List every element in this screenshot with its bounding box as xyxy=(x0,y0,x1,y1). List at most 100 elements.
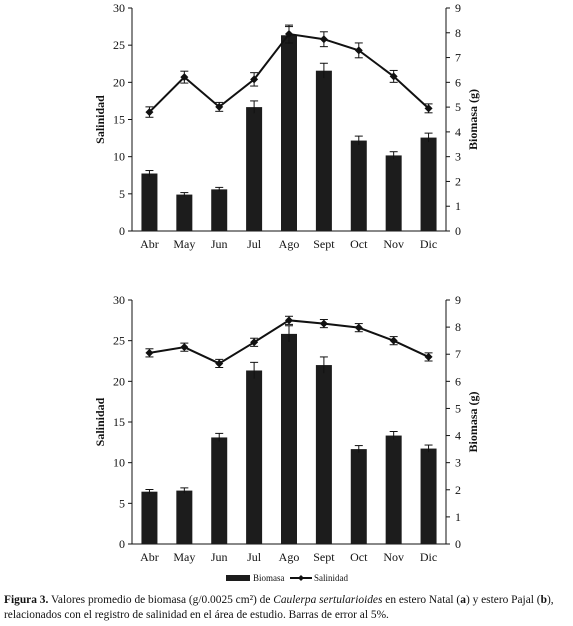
left-tick-label: 30 xyxy=(113,293,125,307)
right-tick-label: 8 xyxy=(455,26,461,40)
right-tick-label: 5 xyxy=(455,401,461,415)
left-tick-label: 25 xyxy=(113,38,125,52)
salinidad-marker xyxy=(424,104,433,113)
right-tick-label: 4 xyxy=(455,429,461,443)
caption-text-1: Valores promedio de biomasa (g/0.0025 cm… xyxy=(48,594,274,606)
x-tick-label: Oct xyxy=(350,550,368,564)
biomasa-bar xyxy=(211,437,228,544)
biomasa-bar xyxy=(141,173,158,231)
right-tick-label: 0 xyxy=(455,537,461,551)
biomasa-bar xyxy=(176,490,193,544)
right-tick-label: 7 xyxy=(455,347,461,361)
caption-panel-a: a xyxy=(460,594,466,606)
right-tick-label: 3 xyxy=(455,150,461,164)
biomasa-bar xyxy=(385,155,402,231)
biomasa-bar xyxy=(385,435,402,544)
left-tick-label: 20 xyxy=(113,374,125,388)
biomasa-bar xyxy=(141,491,158,544)
x-tick-label: Nov xyxy=(383,237,404,251)
legend-biomasa-label: Biomasa xyxy=(253,573,285,583)
legend-salinidad-label: Salinidad xyxy=(314,573,348,583)
x-tick-label: Ago xyxy=(279,550,300,564)
right-tick-label: 1 xyxy=(455,199,461,213)
caption-text-2: en estero Natal ( xyxy=(382,594,461,606)
x-tick-label: Abr xyxy=(140,237,159,251)
salinidad-marker xyxy=(250,338,259,347)
right-tick-label: 5 xyxy=(455,100,461,114)
right-tick-label: 6 xyxy=(455,75,461,89)
right-tick-label: 8 xyxy=(455,320,461,334)
x-tick-label: Ago xyxy=(279,237,300,251)
salinidad-marker xyxy=(250,75,259,84)
chart-panel-b: 0 5 10 15 20 25 30 0 1 2 3 4 5 6 7 8 9 Abr May Jun Jul Ago Sep… xyxy=(93,293,480,583)
biomasa-bar xyxy=(315,70,332,231)
x-tick-label: Abr xyxy=(140,550,159,564)
left-tick-label: 5 xyxy=(119,187,125,201)
x-tick-label: Jun xyxy=(211,550,228,564)
salinidad-marker xyxy=(389,72,398,81)
y2-axis-title: Biomasa (g) xyxy=(466,392,480,453)
right-tick-label: 2 xyxy=(455,174,461,188)
x-tick-label: Nov xyxy=(383,550,404,564)
x-tick-label: Dic xyxy=(420,237,437,251)
biomasa-bar xyxy=(281,333,297,544)
right-tick-label: 0 xyxy=(455,224,461,238)
left-tick-label: 0 xyxy=(119,224,125,238)
y-axis-title: Salinidad xyxy=(93,95,107,144)
x-tick-label: May xyxy=(173,237,195,251)
y2-axis-title: Biomasa (g) xyxy=(466,89,480,150)
figure-caption: Figura 3. Valores promedio de biomasa (g… xyxy=(4,593,570,623)
x-tick-label: Jul xyxy=(247,550,262,564)
left-tick-label: 10 xyxy=(113,456,125,470)
left-tick-label: 30 xyxy=(113,1,125,15)
biomasa-bar xyxy=(350,140,367,231)
biomasa-bar xyxy=(211,189,228,231)
salinidad-marker xyxy=(145,108,154,117)
salinidad-marker xyxy=(319,319,328,328)
x-tick-label: Sept xyxy=(313,237,335,251)
salinidad-marker xyxy=(215,359,224,368)
caption-text-3: ) y estero Pajal ( xyxy=(465,594,541,606)
left-tick-label: 5 xyxy=(119,496,125,510)
caption-label: Figura 3. xyxy=(4,594,49,606)
caption-species: Caulerpa sertularioides xyxy=(273,594,383,606)
left-tick-label: 25 xyxy=(113,334,125,348)
right-tick-label: 2 xyxy=(455,483,461,497)
chart-panel-a: 0 5 10 15 20 25 30 0 1 2 3 4 5 6 7 8 9 Abr May Jun Jul Ago Sep… xyxy=(93,1,480,251)
left-tick-label: 15 xyxy=(113,415,125,429)
caption-panel-b: b xyxy=(540,594,547,606)
right-tick-label: 1 xyxy=(455,510,461,524)
salinidad-marker xyxy=(285,30,293,39)
left-tick-label: 20 xyxy=(113,75,125,89)
biomasa-bar xyxy=(420,137,437,231)
left-tick-label: 0 xyxy=(119,537,125,551)
left-tick-label: 10 xyxy=(113,150,125,164)
salinidad-marker xyxy=(354,323,363,332)
legend-salinidad-marker xyxy=(298,575,304,581)
x-tick-label: May xyxy=(173,550,195,564)
x-tick-label: Jun xyxy=(211,237,228,251)
salinidad-marker xyxy=(424,352,433,361)
legend: Biomasa Salinidad xyxy=(226,573,348,583)
x-tick-label: Dic xyxy=(420,550,437,564)
right-tick-label: 4 xyxy=(455,125,461,139)
y-axis-title: Salinidad xyxy=(93,397,107,446)
left-tick-label: 15 xyxy=(113,113,125,127)
right-tick-label: 7 xyxy=(455,51,461,65)
right-tick-label: 3 xyxy=(455,456,461,470)
salinidad-marker xyxy=(180,73,189,82)
salinidad-marker xyxy=(389,336,398,345)
x-tick-label: Oct xyxy=(350,237,368,251)
biomasa-bar xyxy=(246,370,263,544)
biomasa-bar xyxy=(281,35,297,231)
salinidad-marker xyxy=(180,343,189,352)
biomasa-bar xyxy=(350,449,367,544)
x-tick-label: Jul xyxy=(247,237,262,251)
salinidad-marker xyxy=(319,35,328,44)
salinidad-marker xyxy=(145,348,154,357)
salinidad-marker xyxy=(215,102,224,111)
biomasa-bar xyxy=(420,448,437,544)
right-tick-label: 9 xyxy=(455,293,461,307)
biomasa-bar xyxy=(246,107,263,231)
right-tick-label: 6 xyxy=(455,374,461,388)
